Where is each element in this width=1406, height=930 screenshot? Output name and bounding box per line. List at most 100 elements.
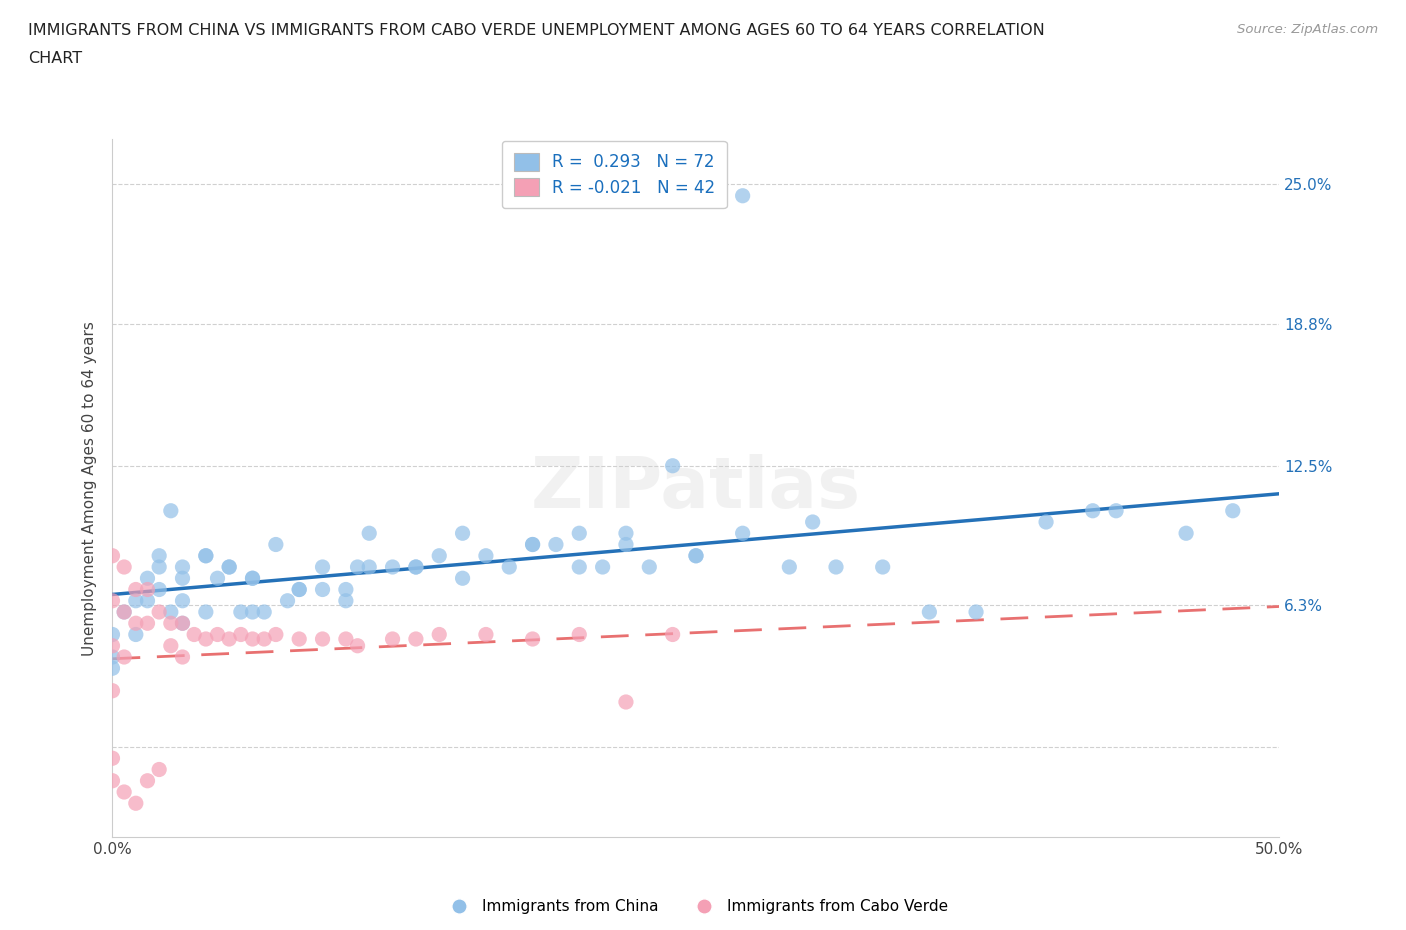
- Point: [242, 571, 264, 586]
- Point: [381, 631, 404, 646]
- Point: [801, 514, 824, 529]
- Point: [568, 525, 591, 540]
- Text: Source: ZipAtlas.com: Source: ZipAtlas.com: [1237, 23, 1378, 36]
- Point: [148, 549, 170, 564]
- Point: [1222, 503, 1244, 518]
- Point: [218, 631, 240, 646]
- Point: [1175, 525, 1198, 540]
- Point: [194, 631, 217, 646]
- Point: [125, 593, 148, 608]
- Point: [568, 627, 591, 642]
- Point: [172, 593, 194, 608]
- Y-axis label: Unemployment Among Ages 60 to 64 years: Unemployment Among Ages 60 to 64 years: [82, 321, 97, 656]
- Point: [136, 616, 159, 631]
- Point: [638, 560, 661, 575]
- Point: [614, 525, 637, 540]
- Point: [592, 560, 614, 575]
- Point: [276, 593, 298, 608]
- Point: [172, 616, 194, 631]
- Point: [427, 627, 450, 642]
- Point: [661, 627, 683, 642]
- Point: [101, 661, 124, 676]
- Point: [288, 582, 311, 597]
- Point: [253, 631, 276, 646]
- Point: [172, 616, 194, 631]
- Point: [522, 537, 544, 551]
- Point: [101, 684, 124, 698]
- Point: [148, 560, 170, 575]
- Point: [136, 593, 159, 608]
- Point: [1105, 503, 1128, 518]
- Point: [731, 525, 754, 540]
- Point: [183, 627, 205, 642]
- Legend: Immigrants from China, Immigrants from Cabo Verde: Immigrants from China, Immigrants from C…: [437, 893, 955, 920]
- Point: [405, 631, 427, 646]
- Point: [194, 604, 217, 619]
- Point: [160, 604, 183, 619]
- Point: [136, 571, 159, 586]
- Point: [125, 582, 148, 597]
- Point: [872, 560, 894, 575]
- Point: [125, 627, 148, 642]
- Text: CHART: CHART: [28, 51, 82, 66]
- Point: [101, 774, 124, 789]
- Point: [207, 571, 229, 586]
- Point: [685, 549, 707, 564]
- Point: [136, 582, 159, 597]
- Point: [359, 560, 381, 575]
- Text: IMMIGRANTS FROM CHINA VS IMMIGRANTS FROM CABO VERDE UNEMPLOYMENT AMONG AGES 60 T: IMMIGRANTS FROM CHINA VS IMMIGRANTS FROM…: [28, 23, 1045, 38]
- Point: [335, 593, 357, 608]
- Point: [229, 604, 252, 619]
- Point: [207, 627, 229, 642]
- Point: [614, 695, 637, 710]
- Point: [346, 638, 368, 653]
- Point: [172, 649, 194, 664]
- Point: [218, 560, 240, 575]
- Point: [965, 604, 987, 619]
- Point: [160, 616, 183, 631]
- Point: [242, 604, 264, 619]
- Point: [288, 582, 311, 597]
- Point: [101, 751, 124, 765]
- Point: [731, 188, 754, 203]
- Point: [475, 627, 498, 642]
- Point: [112, 604, 135, 619]
- Point: [614, 537, 637, 551]
- Point: [311, 560, 333, 575]
- Point: [918, 604, 941, 619]
- Point: [218, 560, 240, 575]
- Point: [475, 549, 498, 564]
- Point: [264, 537, 287, 551]
- Point: [335, 582, 357, 597]
- Point: [160, 638, 183, 653]
- Point: [451, 525, 474, 540]
- Point: [427, 549, 450, 564]
- Point: [451, 571, 474, 586]
- Point: [522, 631, 544, 646]
- Point: [172, 560, 194, 575]
- Point: [112, 560, 135, 575]
- Point: [253, 604, 276, 619]
- Point: [112, 604, 135, 619]
- Point: [172, 571, 194, 586]
- Point: [112, 785, 135, 800]
- Text: ZIPatlas: ZIPatlas: [531, 454, 860, 523]
- Point: [101, 638, 124, 653]
- Point: [778, 560, 800, 575]
- Point: [242, 631, 264, 646]
- Point: [311, 582, 333, 597]
- Point: [346, 560, 368, 575]
- Point: [125, 616, 148, 631]
- Point: [359, 525, 381, 540]
- Point: [242, 571, 264, 586]
- Point: [544, 537, 567, 551]
- Point: [522, 537, 544, 551]
- Point: [148, 582, 170, 597]
- Point: [101, 649, 124, 664]
- Point: [148, 762, 170, 777]
- Point: [125, 796, 148, 811]
- Point: [148, 604, 170, 619]
- Point: [825, 560, 848, 575]
- Point: [661, 458, 683, 473]
- Point: [381, 560, 404, 575]
